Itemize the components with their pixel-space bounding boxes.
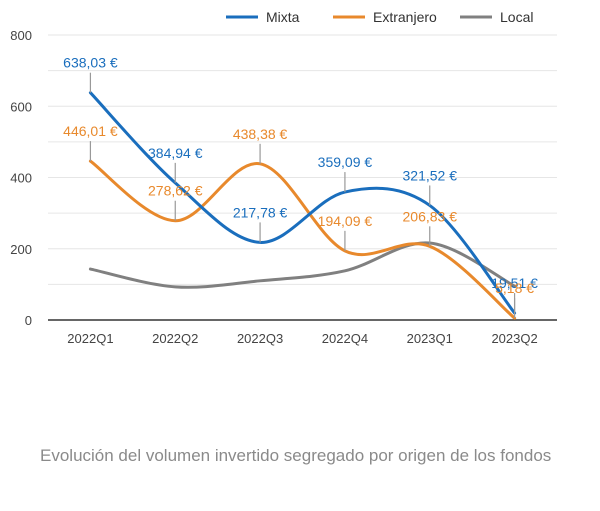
y-tick-label: 600 bbox=[10, 99, 32, 114]
data-label-mixta: 321,52 € bbox=[403, 167, 458, 183]
series-line-mixta bbox=[88, 91, 517, 315]
data-label-extranjero: 446,01 € bbox=[63, 123, 118, 139]
series-line-extranjero bbox=[88, 159, 517, 320]
data-label-mixta: 384,94 € bbox=[148, 145, 203, 161]
y-tick-label: 400 bbox=[10, 171, 32, 186]
data-label-extranjero: 278,62 € bbox=[148, 183, 203, 199]
data-label-mixta: 638,03 € bbox=[63, 55, 118, 71]
x-tick-label: 2023Q1 bbox=[407, 331, 453, 346]
data-label-extranjero: 194,09 € bbox=[318, 213, 373, 229]
y-tick-label: 800 bbox=[10, 28, 32, 43]
gridlines bbox=[48, 34, 557, 321]
legend-item-mixta[interactable]: Mixta bbox=[226, 9, 300, 25]
data-labels: 638,03 € 384,94 € 217,78 € 359,09 € 321,52 €… bbox=[63, 55, 538, 296]
legend-item-extranjero[interactable]: Extranjero bbox=[333, 9, 437, 25]
legend-label: Extranjero bbox=[373, 9, 437, 25]
series-lines bbox=[88, 91, 517, 320]
legend-item-local[interactable]: Local bbox=[460, 9, 533, 25]
x-axis-ticks: 2022Q1 2022Q2 2022Q3 2022Q4 2023Q1 2023Q2 bbox=[67, 331, 537, 346]
legend: Mixta Extranjero Local bbox=[226, 9, 533, 25]
data-label-mixta: 359,09 € bbox=[318, 154, 373, 170]
x-tick-label: 2022Q3 bbox=[237, 331, 283, 346]
y-tick-label: 0 bbox=[25, 313, 32, 328]
legend-label: Mixta bbox=[266, 9, 300, 25]
data-label-mixta: 19,51 € bbox=[491, 275, 538, 291]
data-label-extranjero: 5,18 € bbox=[495, 280, 534, 296]
chart-caption: Evolución del volumen invertido segregad… bbox=[40, 446, 552, 465]
legend-label: Local bbox=[500, 9, 533, 25]
label-leader-lines bbox=[89, 72, 516, 319]
x-tick-label: 2022Q1 bbox=[67, 331, 113, 346]
y-axis-ticks: 0 200 400 600 800 bbox=[10, 28, 32, 328]
x-tick-label: 2023Q2 bbox=[491, 331, 537, 346]
data-label-extranjero: 438,38 € bbox=[233, 126, 288, 142]
x-tick-label: 2022Q4 bbox=[322, 331, 368, 346]
y-tick-label: 200 bbox=[10, 242, 32, 257]
x-tick-label: 2022Q2 bbox=[152, 331, 198, 346]
data-label-extranjero: 206,83 € bbox=[403, 208, 458, 224]
data-label-mixta: 217,78 € bbox=[233, 204, 288, 220]
series-line-local bbox=[88, 241, 517, 289]
